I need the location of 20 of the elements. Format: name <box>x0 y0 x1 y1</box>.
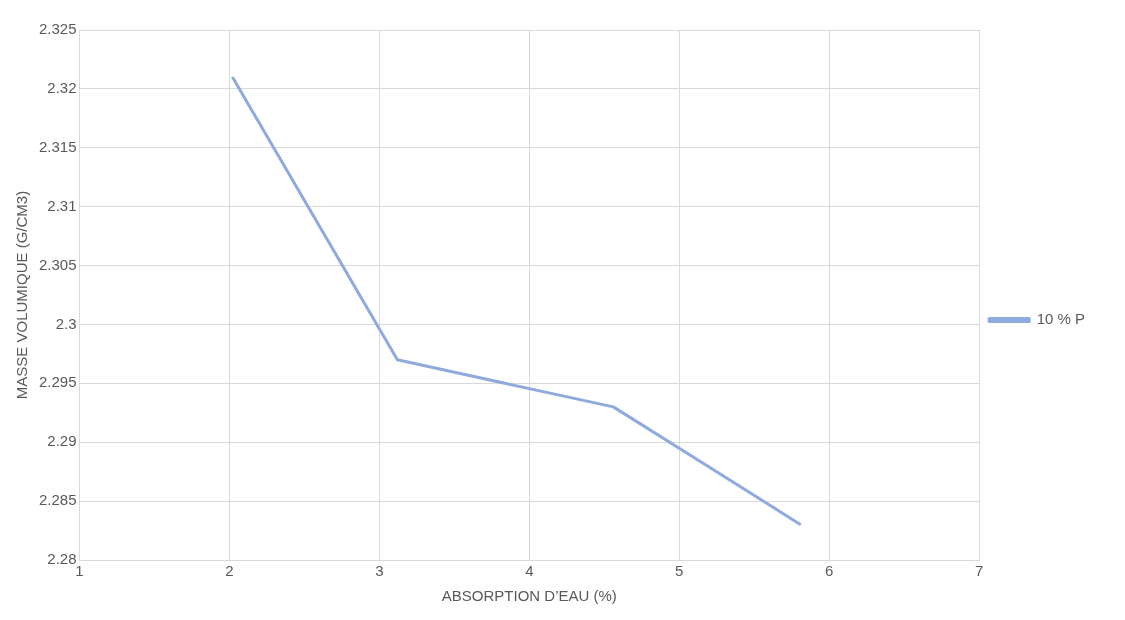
y-tick-label: 2.325 <box>38 20 77 38</box>
y-tick-label: 2.285 <box>38 491 77 509</box>
x-tick-label: 6 <box>825 562 834 580</box>
y-tick-label: 2.28 <box>47 550 77 568</box>
x-tick-label: 5 <box>675 562 684 580</box>
x-tick-label: 3 <box>375 562 384 580</box>
x-tick-label: 4 <box>525 562 534 580</box>
y-tick-label: 2.31 <box>47 196 77 214</box>
x-tick-label: 1 <box>75 562 84 580</box>
y-tick-label: 2.29 <box>47 432 77 450</box>
y-tick-label: 2.295 <box>38 373 77 391</box>
x-axis-title: ABSORPTION D’EAU (%) <box>441 587 617 605</box>
y-tick-label: 2.3 <box>55 314 77 332</box>
x-tick-label: 2 <box>225 562 234 580</box>
x-tick-label: 7 <box>974 562 984 580</box>
y-tick-label: 2.315 <box>38 137 77 155</box>
y-tick-label: 2.305 <box>38 255 77 273</box>
y-tick-label: 2.32 <box>47 79 77 97</box>
y-axis-title: MASSE VOLUMIQUE (G/CM3) <box>13 190 31 400</box>
legend-label: 10 % P <box>1036 310 1086 328</box>
